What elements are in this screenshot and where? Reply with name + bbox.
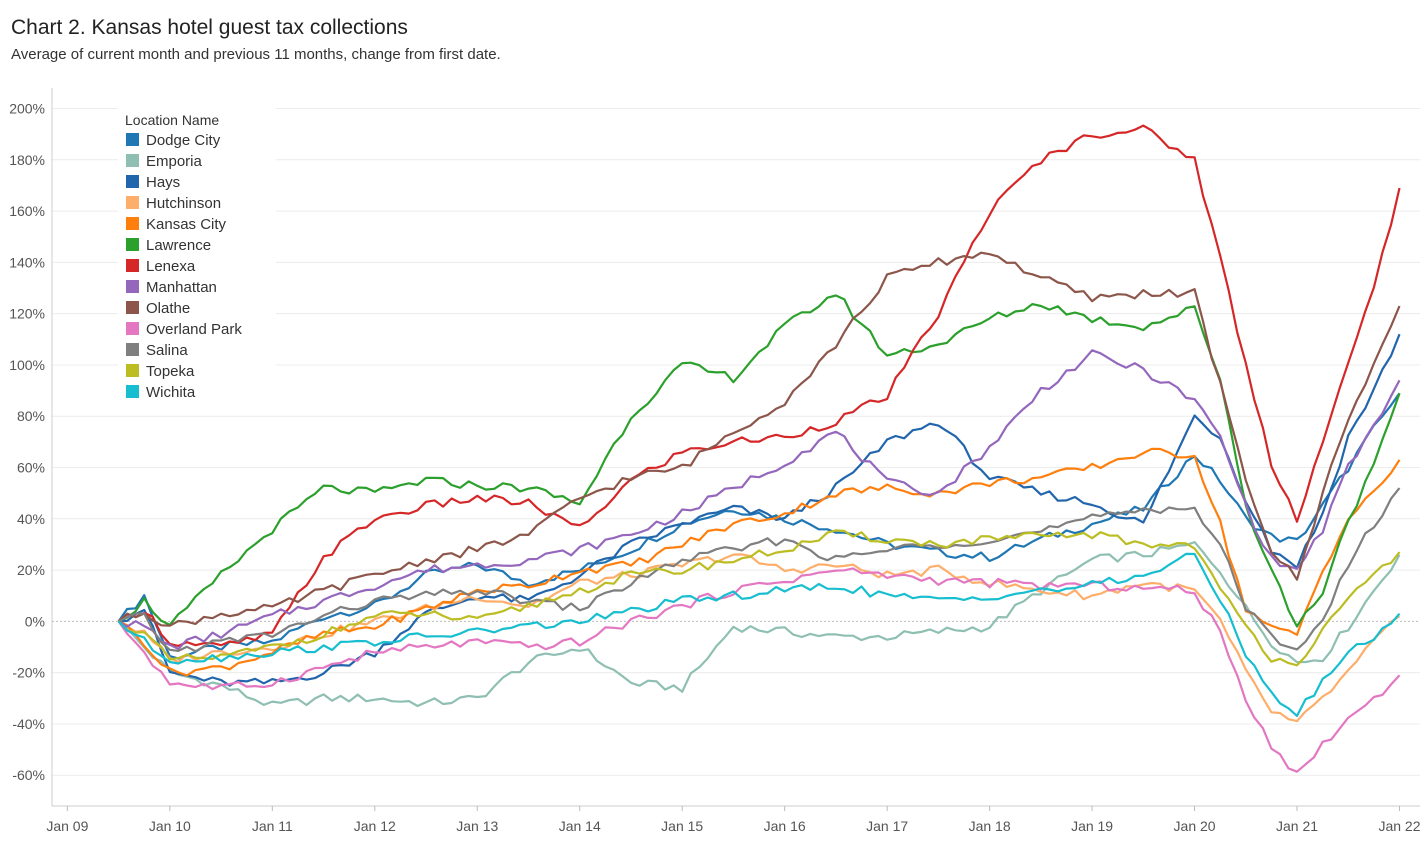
series-line-wichita <box>117 552 1401 718</box>
legend-item-label: Emporia <box>146 153 203 170</box>
legend-swatch <box>126 175 139 188</box>
y-tick-label: 140% <box>9 254 45 270</box>
chart-title: Chart 2. Kansas hotel guest tax collecti… <box>11 16 408 39</box>
y-tick-label: 20% <box>17 562 45 578</box>
legend-item-label: Hutchinson <box>146 195 221 212</box>
series-line-lenexa <box>117 124 1401 648</box>
x-tick-label: Jan 14 <box>559 818 601 834</box>
x-tick-label: Jan 16 <box>764 818 806 834</box>
series-line-emporia <box>117 540 1401 708</box>
x-tick-label: Jan 18 <box>969 818 1011 834</box>
y-tick-label: 160% <box>9 203 45 219</box>
legend-swatch <box>126 238 139 251</box>
x-tick-label: Jan 21 <box>1276 818 1318 834</box>
legend-item-label: Lenexa <box>146 258 196 275</box>
x-tick-label: Jan 19 <box>1071 818 1113 834</box>
legend-swatch <box>126 280 139 293</box>
y-tick-label: 100% <box>9 357 45 373</box>
y-tick-label: 80% <box>17 408 45 424</box>
series-line-manhattan <box>118 349 1401 651</box>
legend-swatch <box>126 301 139 314</box>
series-line-lawrence <box>118 294 1401 628</box>
x-tick-label: Jan 20 <box>1174 818 1216 834</box>
y-tick-label: -60% <box>12 767 45 783</box>
x-tick-label: Jan 09 <box>46 818 88 834</box>
legend-item-label: Hays <box>146 174 180 191</box>
legend-item-label: Dodge City <box>146 132 221 149</box>
y-tick-label: -20% <box>12 665 45 681</box>
y-tick-label: -40% <box>12 716 45 732</box>
series-line-topeka <box>117 529 1401 667</box>
x-tick-label: Jan 10 <box>149 818 191 834</box>
legend-item-label: Lawrence <box>146 237 211 254</box>
y-tick-label: 200% <box>9 101 45 117</box>
y-tick-label: 40% <box>17 511 45 527</box>
x-tick-label: Jan 17 <box>866 818 908 834</box>
series-line-hutchinson <box>118 553 1401 723</box>
legend-item-label: Kansas City <box>146 216 227 233</box>
legend-item-label: Wichita <box>146 384 196 401</box>
chart-subtitle: Average of current month and previous 11… <box>11 46 501 63</box>
legend-swatch <box>126 385 139 398</box>
legend-swatch <box>126 154 139 167</box>
y-tick-label: 180% <box>9 152 45 168</box>
series-line-salina <box>118 487 1401 653</box>
gridlines <box>52 108 1420 776</box>
legend-swatch <box>126 364 139 377</box>
legend-item-label: Salina <box>146 342 188 359</box>
series-lines <box>117 124 1401 773</box>
x-tick-label: Jan 11 <box>252 818 293 834</box>
legend-swatch <box>126 259 139 272</box>
y-tick-label: 120% <box>9 306 45 322</box>
series-line-olathe <box>117 251 1401 627</box>
series-line-overland-park <box>117 567 1401 773</box>
legend-title: Location Name <box>125 112 219 128</box>
legend-swatch <box>126 196 139 209</box>
legend-swatch <box>126 322 139 335</box>
series-line-dodge-city <box>117 392 1401 660</box>
legend-swatch <box>126 217 139 230</box>
x-tick-label: Jan 15 <box>661 818 703 834</box>
y-tick-label: 0% <box>25 613 45 629</box>
legend-item-label: Topeka <box>146 363 195 380</box>
legend-background <box>118 104 276 404</box>
x-tick-label: Jan 22 <box>1378 818 1420 834</box>
series-line-hays <box>118 333 1401 687</box>
legend-swatch <box>126 133 139 146</box>
legend-item-label: Olathe <box>146 300 190 317</box>
y-tick-label: 60% <box>17 460 45 476</box>
x-tick-label: Jan 13 <box>456 818 498 834</box>
series-line-kansas-city <box>118 447 1401 677</box>
legend-item-label: Manhattan <box>146 279 217 296</box>
axes: 200% 180% 160% 140% 120% 100% 80% 60% 40% 20% 0% -2… <box>9 88 1421 834</box>
legend-swatch <box>126 343 139 356</box>
legend-item-label: Overland Park <box>146 321 242 338</box>
legend: Location Name Dodge City Emporia Hays Hutchi… <box>118 104 276 404</box>
x-tick-label: Jan 12 <box>354 818 396 834</box>
